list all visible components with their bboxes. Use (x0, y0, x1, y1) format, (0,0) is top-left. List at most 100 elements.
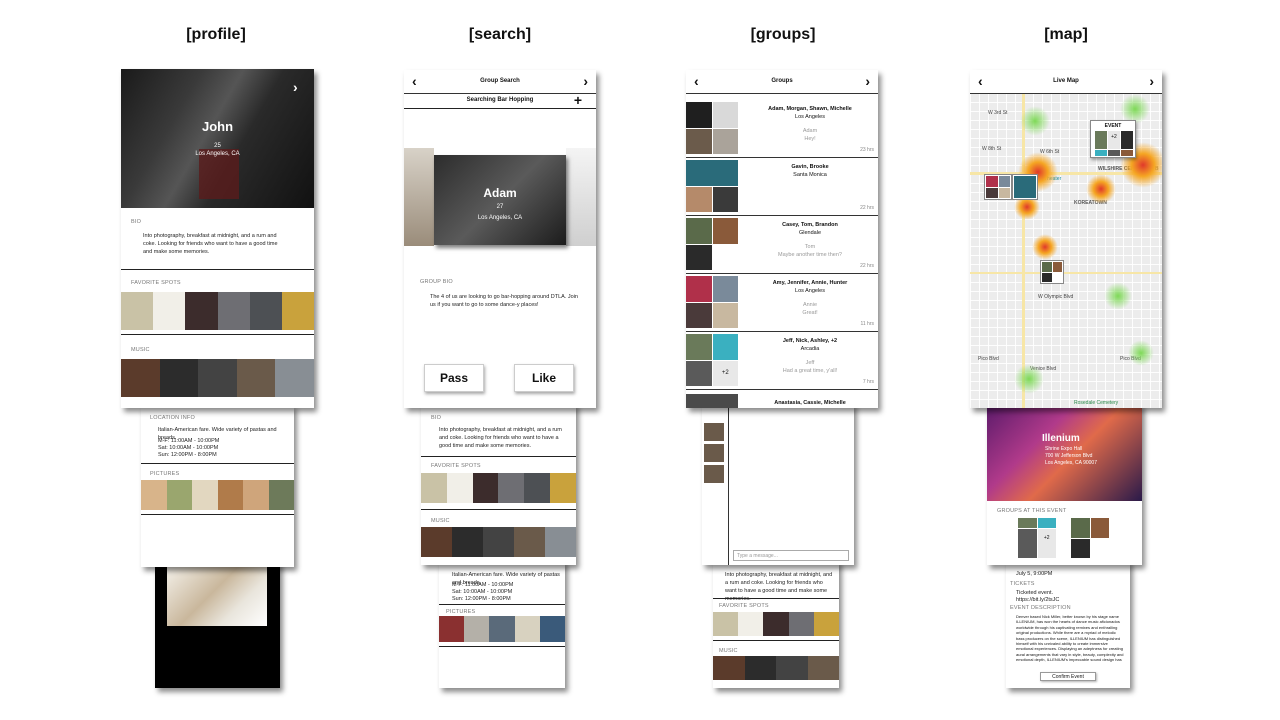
map-road (970, 272, 1162, 274)
like-button[interactable]: Like (514, 364, 574, 392)
favorite-spots-label: FAVORITE SPOTS (131, 280, 181, 286)
map-nav-bar: ‹ Live Map › (970, 70, 1162, 94)
group-row[interactable]: +2 Jeff, Nick, Ashley, +2 Arcadia Jeff H… (686, 332, 878, 390)
event-address: 700 W Jefferson Blvd (1045, 453, 1093, 459)
event-description-card: July 5, 9:00PM TICKETS Ticketed event. h… (1006, 560, 1130, 688)
chevron-left-icon[interactable]: ‹ (412, 73, 417, 89)
music-strip[interactable] (713, 656, 839, 680)
divider (121, 269, 314, 270)
event-description-label: EVENT DESCRIPTION (1010, 605, 1071, 611)
plus-icon[interactable]: + (573, 92, 582, 108)
favorite-spots-label: FAVORITE SPOTS (431, 463, 481, 469)
district-label: KOREATOWN (1074, 200, 1107, 206)
bio-text: Into photography, breakfast at midnight,… (725, 572, 833, 602)
event-pin[interactable]: EVENT +2 (1090, 120, 1136, 158)
poi-label: Rosedale Cemetery (1074, 400, 1119, 406)
next-card-photo (566, 148, 596, 246)
group-row[interactable]: Gavin, Brooke Santa Monica 22 hrs (686, 158, 878, 216)
pictures-label: PICTURES (150, 471, 180, 477)
divider (439, 646, 565, 647)
favorite-spots-label: FAVORITE SPOTS (719, 603, 769, 609)
group-pin[interactable] (1012, 174, 1038, 200)
last-sender: Adam (802, 128, 818, 134)
map-canvas[interactable]: W 3rd St W 8th St W 6th St WILSHIRE CENT… (970, 94, 1162, 408)
pass-button[interactable]: Pass (424, 364, 484, 392)
chevron-right-icon[interactable]: › (865, 73, 870, 89)
chevron-left-icon[interactable]: ‹ (694, 73, 699, 89)
plus-more-badge: +2 (1108, 131, 1120, 149)
groups-main-card: ‹ Groups › Adam, Morgan, Shawn, Michelle… (686, 70, 878, 408)
heatmap-spot (1104, 282, 1132, 310)
map-title: Live Map (1053, 78, 1079, 84)
group-thumbs (686, 102, 738, 154)
groups-at-event-label: GROUPS AT THIS EVENT (997, 508, 1067, 514)
heatmap-spot (1128, 340, 1154, 366)
group-thumbs (686, 276, 738, 328)
event-name: Illenium (1042, 433, 1080, 444)
event-group-thumb[interactable]: +2 (1018, 518, 1056, 558)
last-message: Hey! (804, 136, 816, 142)
location-info-text: Italian-American fare. Wide variety of p… (452, 572, 560, 586)
profile-column-title: [profile] (186, 26, 246, 43)
group-bio-text: The 4 of us are looking to go bar-hoppin… (430, 294, 578, 308)
heatmap-spot (1032, 234, 1058, 260)
group-thumbs (686, 218, 738, 270)
street-label: W 3rd St (988, 110, 1008, 116)
search-title: Group Search (480, 78, 520, 84)
last-sender: Annie (802, 302, 818, 308)
tickets-url[interactable]: https://bit.ly/2tsJC (1016, 597, 1060, 603)
event-pin-label: EVENT (1104, 123, 1122, 129)
map-road (970, 172, 1162, 175)
group-row-partial-thumb (686, 394, 738, 408)
pictures-label: PICTURES (446, 609, 476, 615)
group-row[interactable]: Casey, Tom, Brandon Glendale Tom Maybe a… (686, 216, 878, 274)
profile-location-card: LOCATION INFO Italian-American fare. Wid… (141, 405, 294, 567)
group-pin[interactable] (1040, 260, 1064, 284)
group-city: Glendale (798, 230, 822, 236)
message-time: 22 hrs (860, 263, 874, 269)
heatmap-spot (1086, 174, 1116, 204)
music-label: MUSIC (719, 648, 738, 654)
plus-more-badge: +2 (1037, 529, 1056, 558)
swipe-card-photo[interactable] (434, 155, 566, 245)
street-label: W 8th St (982, 146, 1002, 152)
chevron-right-icon[interactable]: › (1149, 73, 1154, 89)
group-row[interactable]: Adam, Morgan, Shawn, Michelle Los Angele… (686, 100, 878, 158)
group-pin[interactable] (984, 174, 1012, 200)
divider (121, 334, 314, 335)
bio-text: Into photography, breakfast at midnight,… (143, 233, 278, 255)
search-bottom-card: Italian-American fare. Wide variety of p… (439, 560, 565, 688)
map-column-title: [map] (1044, 26, 1088, 43)
prev-card-photo (404, 148, 434, 246)
confirm-event-button[interactable]: Confirm Event (1040, 672, 1096, 681)
search-subtitle: Searching Bar Hopping (466, 97, 534, 103)
group-names: Gavin, Brooke (791, 164, 829, 170)
chevron-right-icon[interactable]: › (293, 79, 298, 95)
group-city: Santa Monica (793, 172, 827, 178)
message-input[interactable]: Type a message... (733, 550, 849, 561)
profile-main-card: › John 25 Los Angeles, CA BIO Into photo… (121, 69, 314, 408)
group-row[interactable]: Amy, Jennifer, Annie, Hunter Los Angeles… (686, 274, 878, 332)
bio-label: BIO (431, 415, 442, 421)
tickets-text: Ticketed event. (1016, 590, 1054, 596)
street-label: Venice Blvd (1030, 366, 1057, 372)
event-group-thumb[interactable] (1071, 518, 1109, 558)
favorite-spots-strip[interactable] (713, 612, 839, 636)
search-detail-card: BIO Into photography, breakfast at midni… (421, 403, 576, 565)
message-time: 22 hrs (860, 205, 874, 211)
groups-bottom-card: Into photography, breakfast at midnight,… (713, 560, 839, 688)
chevron-left-icon[interactable]: ‹ (978, 73, 983, 89)
favorite-spots-strip[interactable] (421, 473, 576, 503)
group-thumbs (686, 160, 738, 212)
pictures-strip[interactable] (141, 480, 294, 510)
location-info-label: LOCATION INFO (150, 415, 195, 421)
event-hero-photo (987, 403, 1142, 501)
chevron-right-icon[interactable]: › (583, 73, 588, 89)
music-strip[interactable] (421, 527, 576, 557)
music-strip[interactable] (121, 359, 314, 397)
favorite-spots-strip[interactable] (121, 292, 314, 330)
group-names: Anastasia, Cassie, Michelle (774, 400, 846, 406)
pictures-strip[interactable] (439, 616, 565, 642)
group-names: Amy, Jennifer, Annie, Hunter (772, 280, 848, 286)
event-venue: Shrine Expo Hall (1045, 446, 1083, 452)
